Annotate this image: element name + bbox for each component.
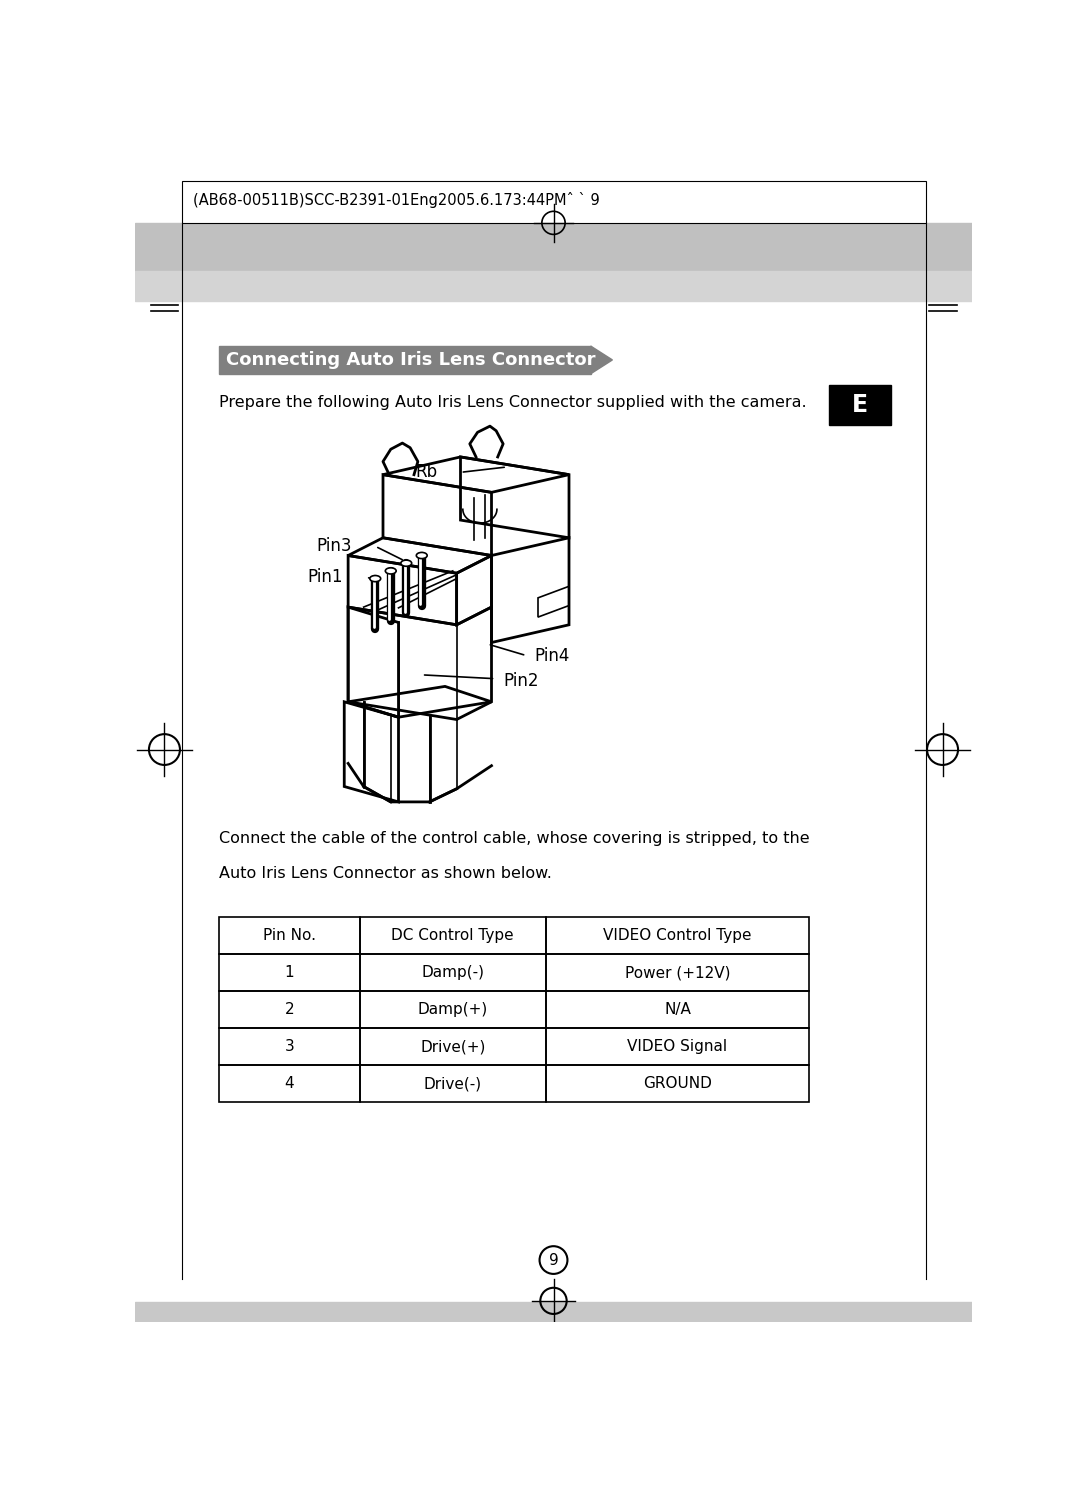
Text: Drive(+): Drive(+) [420,1040,485,1054]
Text: Pin3: Pin3 [316,538,352,555]
Text: Power (+12V): Power (+12V) [624,965,730,980]
Text: Connecting Auto Iris Lens Connector: Connecting Auto Iris Lens Connector [227,350,596,368]
Bar [218,346,591,374]
Text: E: E [851,392,867,417]
Text: Connect the cable of the control cable, whose covering is stripped, to the: Connect the cable of the control cable, … [218,832,809,846]
Text: N/A: N/A [664,1002,691,1017]
Bar [360,955,545,992]
Bar [135,1302,972,1322]
Polygon shape [591,346,612,374]
Bar [360,992,545,1028]
Bar [360,918,545,955]
Bar [545,1065,809,1102]
Circle shape [540,1246,567,1274]
Text: Pin1: Pin1 [307,569,342,587]
Text: DC Control Type: DC Control Type [391,928,514,943]
Text: VIDEO Control Type: VIDEO Control Type [604,928,752,943]
Bar [545,955,809,992]
Text: Pin4: Pin4 [535,646,569,665]
Ellipse shape [386,567,396,575]
Bar [218,1028,360,1065]
Bar [218,918,360,955]
Text: 3: 3 [284,1040,294,1054]
Text: 9: 9 [549,1252,558,1268]
Ellipse shape [369,576,380,582]
Ellipse shape [416,552,428,558]
Text: Pin No.: Pin No. [262,928,315,943]
Text: Damp(-): Damp(-) [421,965,484,980]
Text: 1: 1 [284,965,294,980]
Bar [218,955,360,992]
Text: (AB68-00511B)SCC-B2391-01Eng2005.6.173:44PMˆ ` 9: (AB68-00511B)SCC-B2391-01Eng2005.6.173:4… [193,192,599,208]
Bar [545,918,809,955]
Bar [218,992,360,1028]
Bar [360,1028,545,1065]
Bar [181,181,926,223]
Bar [218,1065,360,1102]
Text: Pin2: Pin2 [503,673,539,691]
Text: 4: 4 [284,1077,294,1091]
Bar [828,385,891,425]
Ellipse shape [401,560,411,566]
Text: 2: 2 [284,1002,294,1017]
Bar [135,223,972,270]
Text: Prepare the following Auto Iris Lens Connector supplied with the camera.: Prepare the following Auto Iris Lens Con… [218,395,807,410]
Text: Rb: Rb [415,463,437,481]
Bar [545,1028,809,1065]
Text: Damp(+): Damp(+) [418,1002,488,1017]
Text: Drive(-): Drive(-) [423,1077,482,1091]
Text: Auto Iris Lens Connector as shown below.: Auto Iris Lens Connector as shown below. [218,866,552,881]
Text: VIDEO Signal: VIDEO Signal [627,1040,728,1054]
Bar [545,992,809,1028]
Bar [360,1065,545,1102]
Text: GROUND: GROUND [643,1077,712,1091]
Bar [135,270,972,301]
